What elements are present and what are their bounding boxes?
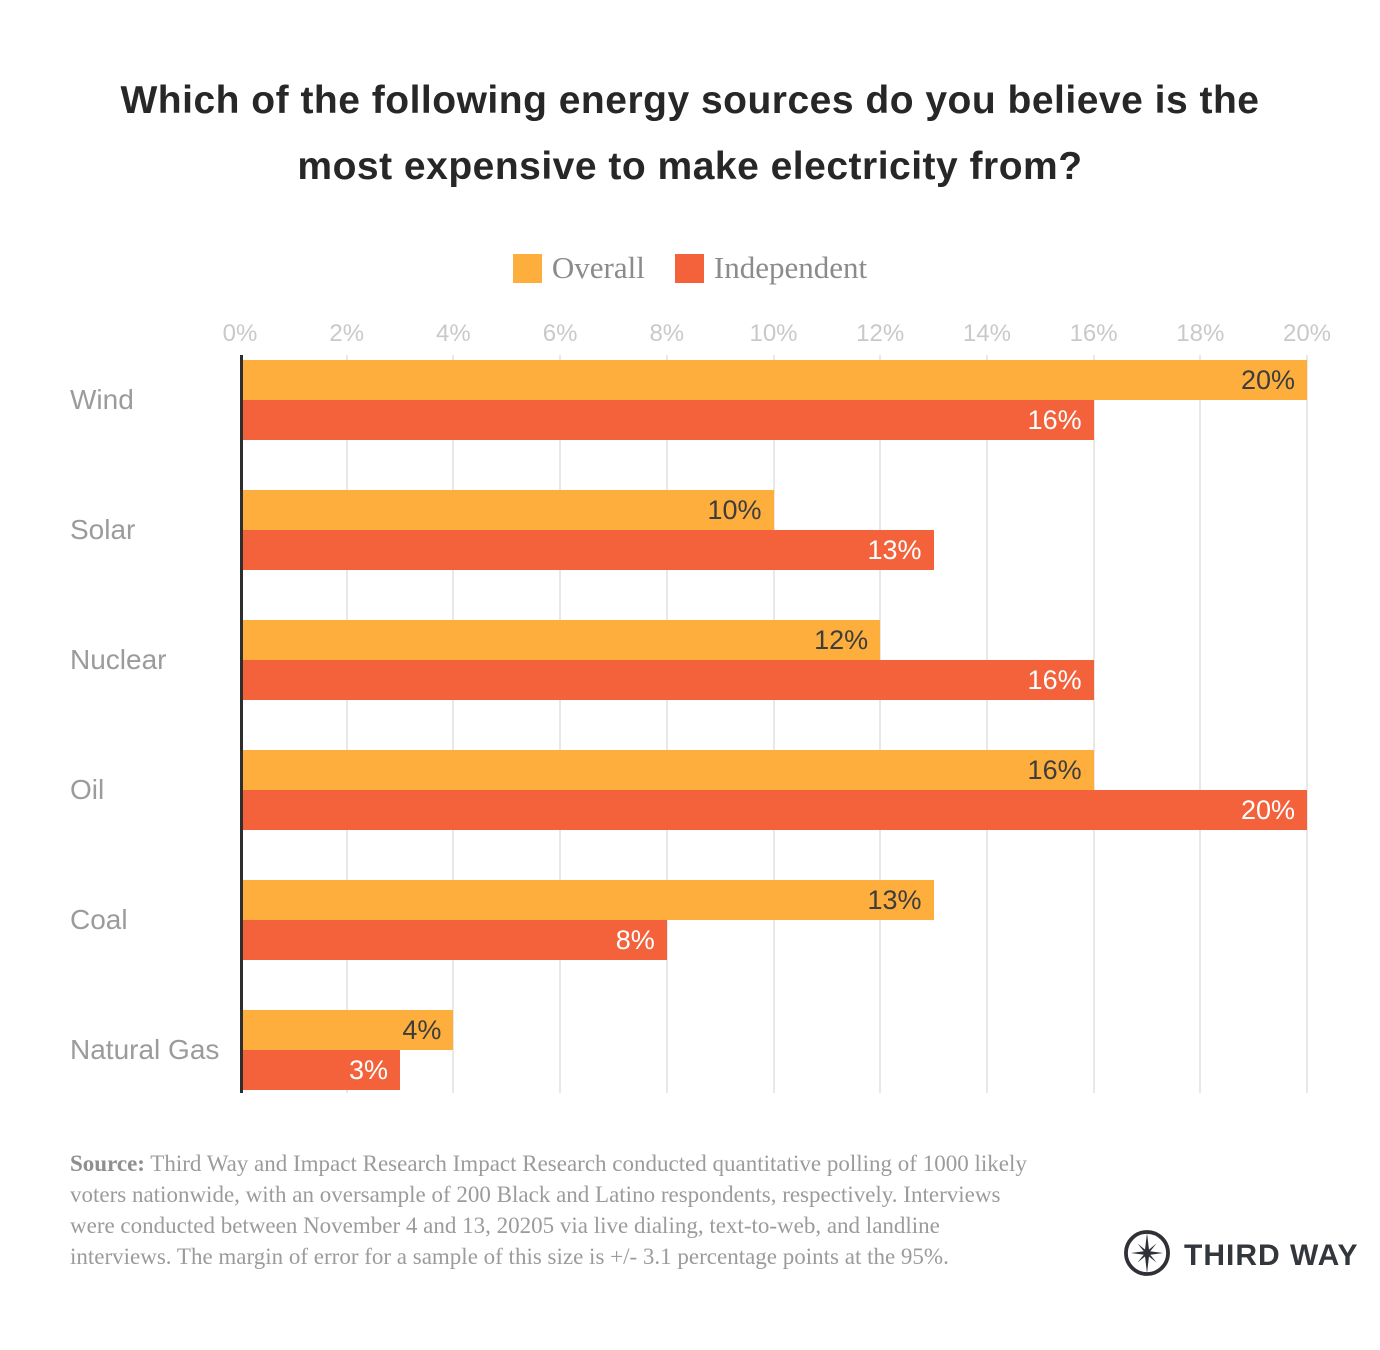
bar-value-label: 8% [615, 925, 655, 955]
gridline-4 [452, 355, 455, 1093]
bar-value-label: 20% [1240, 365, 1295, 395]
x-tick-4: 4% [436, 320, 471, 347]
x-tick-0: 0% [222, 320, 258, 347]
category-labels: Wind Solar Nuclear Oil Coal Natural Gas [0, 355, 230, 1093]
third-way-logo: THIRD WAY [1122, 1228, 1359, 1283]
bar-value-label: 3% [349, 1055, 389, 1085]
bar-value-label: 10% [707, 495, 762, 525]
x-tick-10: 10% [749, 320, 798, 347]
logo-text: THIRD WAY [1184, 1238, 1359, 1272]
y-axis-line [240, 355, 243, 1093]
legend-item-overall: Overall [512, 250, 645, 286]
category-label-oil: Oil [70, 774, 105, 805]
x-tick-8: 8% [649, 320, 685, 347]
bar-oil-independent: 20% [240, 790, 1307, 830]
bar-wind-independent: 16% [240, 400, 1094, 440]
bar-nuclear-independent: 16% [240, 660, 1094, 700]
gridline-10 [772, 355, 775, 1093]
category-label-coal: Coal [70, 904, 128, 935]
legend-label: Overall [551, 250, 645, 285]
bar-value-label: 13% [867, 885, 922, 915]
compass-icon [1122, 1228, 1172, 1283]
category-label-natural-gas: Natural Gas [70, 1034, 220, 1065]
category-label-nuclear: Nuclear [70, 644, 167, 675]
source-note: Source: Third Way and Impact Research Im… [70, 1148, 1045, 1272]
legend: Overall Independent [0, 250, 1380, 286]
gridline-12 [879, 355, 882, 1093]
bar-coal-overall: 13% [240, 880, 934, 920]
gridline-8 [665, 355, 668, 1093]
bar-value-label: 13% [867, 535, 922, 565]
legend-swatch-overall [512, 253, 542, 283]
bar-natural-gas-overall: 4% [240, 1010, 454, 1050]
gridline-14 [985, 355, 988, 1093]
gridline-20 [1306, 355, 1308, 1093]
bar-value-label: 16% [1027, 405, 1082, 435]
bar-value-label: 16% [1027, 665, 1082, 695]
legend-label: Independent [713, 250, 868, 285]
source-text: Third Way and Impact Research Impact Res… [70, 1151, 1027, 1269]
legend-item-independent: Independent [674, 250, 868, 286]
x-axis-ticks: 0% 2% 4% 6% 8% 10% 12% 14% 16% 18% 20% [223, 320, 1331, 350]
legend-swatch-independent [674, 253, 704, 283]
x-tick-6: 6% [542, 320, 578, 347]
x-tick-12: 12% [856, 320, 905, 347]
bar-value-label: 16% [1027, 755, 1082, 785]
bar-wind-overall: 20% [240, 360, 1307, 400]
bar-oil-overall: 16% [240, 750, 1094, 790]
bar-solar-independent: 13% [240, 530, 934, 570]
gridline-18 [1199, 355, 1202, 1093]
bar-solar-overall: 10% [240, 490, 774, 530]
source-label: Source: [70, 1151, 145, 1176]
category-label-wind: Wind [70, 384, 134, 415]
bar-value-label: 20% [1240, 795, 1295, 825]
title-line-2: most expensive to make electricity from? [297, 145, 1083, 188]
x-tick-14: 14% [962, 320, 1011, 347]
x-tick-18: 18% [1176, 320, 1225, 347]
gridline-2 [345, 355, 348, 1093]
chart-title: Which of the following energy sources do… [0, 68, 1380, 200]
title-line-1: Which of the following energy sources do… [120, 79, 1260, 122]
x-tick-20: 20% [1282, 320, 1332, 347]
bar-value-label: 12% [814, 625, 869, 655]
x-tick-2: 2% [329, 320, 365, 347]
plot-area: 20% 16% 10% 13% 12% 16% 16% 20% 13% 8% 4% 3% [240, 355, 1308, 1093]
bar-natural-gas-independent: 3% [240, 1050, 401, 1090]
gridline-6 [559, 355, 562, 1093]
x-tick-16: 16% [1069, 320, 1118, 347]
bar-coal-independent: 8% [240, 920, 667, 960]
category-label-solar: Solar [70, 514, 136, 545]
gridline-16 [1092, 355, 1095, 1093]
bar-nuclear-overall: 12% [240, 620, 881, 660]
bar-value-label: 4% [402, 1015, 442, 1045]
